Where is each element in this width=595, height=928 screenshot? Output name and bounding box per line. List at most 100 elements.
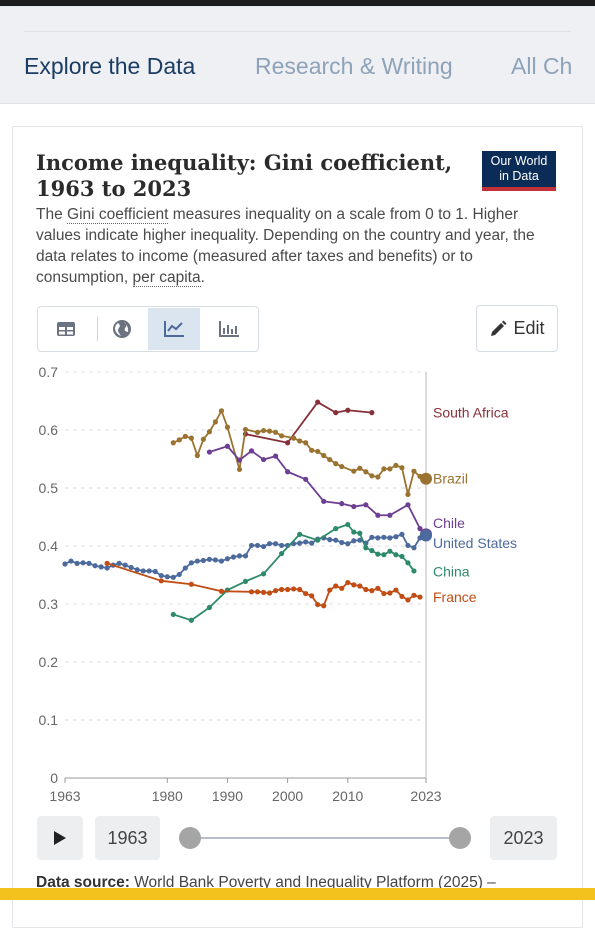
play-button[interactable]: [37, 816, 83, 860]
data-point: [236, 466, 243, 473]
data-point: [333, 410, 339, 416]
data-point: [369, 534, 375, 540]
y-tick-label: 0.4: [39, 538, 59, 554]
data-point: [375, 585, 381, 591]
data-point: [417, 526, 423, 532]
data-point: [248, 542, 255, 549]
data-point: [224, 443, 231, 449]
data-point: [279, 433, 285, 439]
tab-map[interactable]: [96, 308, 148, 350]
bottom-bar: [0, 888, 595, 900]
data-point: [333, 583, 339, 589]
nav-explore-the-data[interactable]: Explore the Data: [24, 53, 196, 79]
tab-bar-chart[interactable]: [203, 308, 255, 350]
data-point: [98, 564, 104, 570]
data-point: [218, 588, 225, 594]
data-point: [303, 539, 309, 545]
play-icon: [54, 831, 66, 845]
data-point: [206, 429, 212, 435]
data-point: [170, 574, 176, 580]
data-point: [393, 534, 399, 540]
owid-logo[interactable]: Our World in Data: [482, 151, 556, 191]
data-point: [339, 501, 345, 507]
data-point: [152, 568, 158, 575]
edit-button[interactable]: Edit: [476, 305, 558, 352]
nav-all-charts[interactable]: All Ch: [511, 53, 573, 79]
data-point: [375, 512, 381, 518]
chart-subtitle: The Gini coefficient measures inequality…: [36, 204, 556, 288]
timeline-start-handle[interactable]: [179, 827, 201, 849]
data-point: [230, 554, 237, 560]
data-point: [321, 452, 327, 459]
data-point: [315, 537, 321, 543]
data-point: [182, 433, 188, 439]
data-point: [387, 535, 393, 541]
data-point: [260, 543, 267, 550]
data-point: [399, 593, 405, 600]
data-point: [140, 568, 146, 574]
data-point: [212, 419, 219, 425]
data-point: [188, 581, 194, 587]
y-tick-label: 0.5: [39, 480, 59, 496]
data-point: [303, 440, 309, 446]
data-point: [80, 560, 86, 566]
data-point: [158, 578, 164, 584]
tab-line-chart[interactable]: [148, 308, 200, 350]
data-point: [315, 399, 321, 405]
x-tick-label: 2010: [332, 788, 363, 804]
data-point: [405, 502, 411, 508]
start-year-box[interactable]: 1963: [95, 816, 160, 860]
source-text[interactable]: World Bank Poverty and Inequality Platfo…: [129, 874, 496, 891]
data-point: [357, 583, 363, 589]
line-chart-icon: [164, 321, 184, 337]
data-point: [333, 461, 339, 467]
x-tick-label: 1980: [152, 788, 183, 804]
y-tick-label: 0.2: [39, 654, 59, 670]
data-point: [375, 535, 381, 541]
data-point: [420, 529, 432, 542]
data-point: [297, 531, 303, 538]
data-point: [194, 558, 200, 564]
end-year-box[interactable]: 2023: [490, 816, 557, 860]
series-label: South Africa: [433, 405, 509, 421]
data-point: [405, 597, 411, 603]
edit-label: Edit: [513, 318, 545, 338]
data-point: [200, 436, 206, 442]
data-point: [279, 542, 285, 549]
y-tick-label: 0.6: [39, 422, 59, 438]
data-point: [272, 453, 279, 459]
data-point: [176, 571, 182, 578]
data-point: [333, 537, 339, 543]
data-point: [254, 542, 261, 549]
data-point: [345, 521, 351, 528]
data-point: [411, 468, 417, 474]
data-point: [285, 440, 291, 446]
data-point: [411, 568, 417, 574]
y-tick-label: 0.1: [39, 712, 59, 728]
nav-research-writing[interactable]: Research & Writing: [255, 53, 453, 79]
data-point: [411, 592, 417, 598]
data-point: [188, 435, 194, 441]
chart-title: Income inequality: Gini coefficient, 196…: [36, 150, 453, 201]
data-point: [339, 585, 345, 591]
tab-table[interactable]: [40, 308, 92, 350]
data-point: [381, 466, 387, 472]
data-point: [285, 469, 291, 475]
data-point: [381, 590, 387, 597]
data-point: [224, 424, 231, 430]
gini-coefficient-link[interactable]: Gini coefficient: [67, 206, 169, 224]
data-point: [164, 574, 170, 580]
site-nav: Explore the Data Research & Writing All …: [0, 6, 595, 104]
timeline-end-handle[interactable]: [449, 827, 471, 849]
data-point: [303, 590, 309, 597]
data-point: [381, 534, 387, 540]
x-tick-label: 2023: [410, 788, 441, 804]
data-point: [363, 469, 369, 475]
data-point: [260, 427, 267, 434]
data-point: [104, 565, 110, 571]
per-capita-link[interactable]: per capita: [132, 269, 201, 287]
timeline-track[interactable]: [190, 837, 460, 839]
data-point: [369, 473, 375, 479]
data-point: [242, 426, 249, 433]
data-point: [248, 448, 255, 454]
